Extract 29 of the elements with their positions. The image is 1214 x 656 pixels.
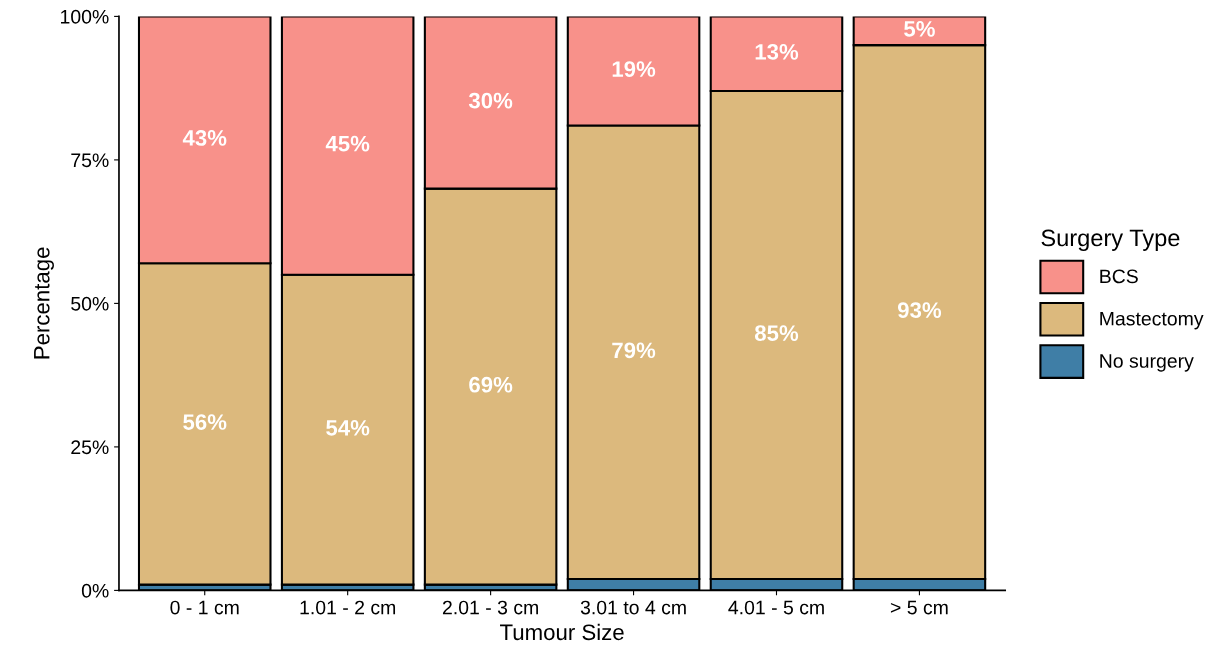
legend-label: Mastectomy [1100,311,1204,330]
x-tick-label: > 5 cm [890,600,948,615]
data-label: 30% [468,92,513,109]
y-tick-label: 50% [71,296,109,311]
data-label: 93% [897,302,942,319]
data-label: 43% [182,130,227,146]
x-axis-title: Tumour Size [500,623,624,641]
legend-label: No surgery [1100,354,1194,372]
data-label: 79% [612,342,656,359]
x-tick-label: 4.01 - 5 cm [728,600,824,615]
x-tick-label: 1.01 - 2 cm [300,600,396,615]
y-axis-title: Percentage [34,247,54,359]
data-label: 54% [326,419,370,436]
data-label: 56% [183,414,227,430]
data-label: 85% [754,325,799,341]
x-tick-label: 0 - 1 cm [170,600,239,615]
y-tick-label: 75% [71,153,109,168]
data-label: 45% [325,135,370,152]
data-label: 69% [469,376,513,393]
data-label: 13% [755,43,799,60]
data-label: 19% [612,61,656,77]
y-tick-label: 100% [61,9,109,24]
y-tick-label: 0% [81,583,109,598]
y-tick-label: 25% [71,440,109,455]
data-label: 5% [904,21,935,37]
legend-title: Surgery Type [1041,229,1180,251]
legend-label: BCS [1100,269,1138,284]
x-tick-label: 3.01 to 4 cm [580,600,686,615]
x-tick-label: 2.01 - 3 cm [442,600,538,615]
